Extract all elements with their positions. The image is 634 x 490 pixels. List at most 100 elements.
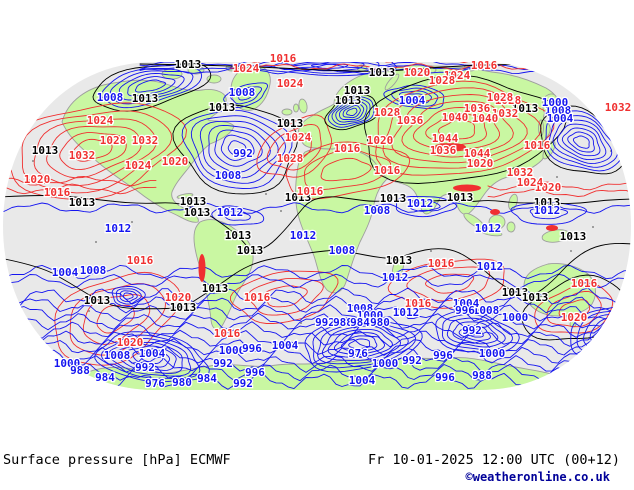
- isobar-ring-southern-low-2: [322, 325, 401, 361]
- isobar-label: 1013: [170, 301, 197, 314]
- isobar-label: 996: [435, 371, 455, 384]
- isobar-label: 1012: [475, 222, 502, 235]
- dense-contour-spot: [546, 225, 558, 231]
- isobar-label: 1020: [165, 291, 192, 304]
- isobar-label: 1000: [54, 357, 81, 370]
- isobar-label: 1008: [80, 264, 107, 277]
- isobar-label: 1013: [502, 286, 529, 299]
- isobar-band-southern-ocean-band: [3, 304, 631, 322]
- isobar-label: 1013: [386, 254, 413, 267]
- isobar-ring-npacific-high: [33, 118, 157, 187]
- isobar-ring-nwpacific-low: [556, 123, 607, 161]
- isobar-label: 1012: [477, 260, 504, 273]
- copyright-notice: ©weatheronline.co.uk: [465, 470, 611, 484]
- isobar-ring-siberian-high: [391, 94, 528, 164]
- isobar-ring-southern-low-3: [441, 313, 513, 351]
- isobar-ring-siberian-high: [382, 87, 542, 169]
- isobar-ring-sindian-high: [406, 266, 491, 302]
- isobar-label: 1000: [542, 96, 569, 109]
- isobar-band-southern-ocean-band: [3, 363, 631, 382]
- isobar-label: 1020: [404, 66, 431, 79]
- isobar-label: 1013: [84, 294, 111, 307]
- isobar-ring-baffin-low: [237, 89, 256, 101]
- isobar-label: 1028: [374, 106, 401, 119]
- isobar-band-southern-ocean-band: [3, 355, 631, 373]
- isobar-label: 992: [135, 361, 155, 374]
- isobar-band-southern-ocean-band: [3, 312, 631, 331]
- isobar-label: 1016: [405, 297, 432, 310]
- isobar-ring-southern-low-1: [94, 331, 210, 383]
- isobar-label: 1020: [367, 134, 394, 147]
- isobar-label: 1004: [547, 112, 574, 125]
- isobar-band-subantarctic-band: [3, 273, 631, 289]
- isobar-band-southern-ocean-band: [3, 329, 631, 348]
- islet: [131, 221, 133, 223]
- isobar-ring-natlantic-ridge: [266, 123, 322, 171]
- isobar-ring-nwpacific-low: [561, 127, 601, 157]
- isobar-label: 1016: [471, 59, 498, 72]
- islet: [265, 193, 267, 195]
- isobar-label: 996: [242, 342, 262, 355]
- isobar-label: 996: [433, 349, 453, 362]
- isobar-label: 1044: [432, 132, 459, 145]
- isobar-ring-southern-low-1: [100, 334, 201, 379]
- sulawesi: [506, 221, 516, 233]
- isobar-ring-iceland-low: [199, 120, 279, 179]
- isobar-label: 1028: [429, 74, 456, 87]
- isobar-ring-scandinavia-low: [339, 102, 365, 121]
- islet: [32, 160, 34, 162]
- isobar-ring-baffin-low: [223, 82, 269, 108]
- isobar-ring-npacific-high: [72, 138, 113, 162]
- isobar-label: 1016: [214, 327, 241, 340]
- isobar-label: 996: [455, 304, 475, 317]
- isobar-label: 1016: [297, 185, 324, 198]
- isobar-ring-kara-low: [406, 93, 426, 102]
- isobar-ring-kara-low: [398, 90, 432, 105]
- isobar-band-npacific-ridge-lines: [3, 175, 157, 187]
- isobar-label: 1004: [139, 347, 166, 360]
- isobar-label: 1024: [87, 114, 114, 127]
- isobar-ring-iceland-low: [220, 134, 255, 161]
- islet: [300, 322, 302, 324]
- isobar-label: 988: [472, 369, 492, 382]
- iceland: [281, 108, 293, 116]
- isobar-label: 1008: [364, 204, 391, 217]
- isobar-label: 1013: [335, 94, 362, 107]
- isobar-ring-southern-low-1: [124, 345, 177, 371]
- isobar-ring-southern-low-2: [312, 319, 417, 369]
- java: [481, 229, 503, 237]
- britain: [298, 98, 308, 114]
- isobar-label: 1036: [397, 114, 424, 127]
- isobar-label: 1013: [522, 291, 549, 304]
- isobar-label: 1000: [502, 311, 529, 324]
- isobar-ring-npacific-high: [59, 132, 127, 171]
- isobar-ring-scandinavia-low: [327, 95, 375, 128]
- isobar-label: 1000: [219, 344, 246, 357]
- isobar-label: 1013: [447, 191, 474, 204]
- isobar-curve-equatorial-1013: [3, 195, 631, 251]
- isobar-ring-arctic-low: [273, 62, 380, 74]
- hispaniola: [191, 196, 201, 202]
- isobar-ring-scandinavia-low: [335, 100, 368, 123]
- islet: [280, 210, 282, 212]
- islet: [88, 310, 90, 312]
- isobar-label: 984: [95, 371, 115, 384]
- isobar-ring-sepacific-high: [96, 304, 135, 334]
- dense-contour-spot: [198, 254, 206, 282]
- isobar-label: 1013: [209, 101, 236, 114]
- isobar-label: 992: [233, 377, 253, 390]
- isobar-label: 1013: [512, 102, 539, 115]
- isobar-label: 1032: [69, 149, 96, 162]
- isobar-ring-nwpacific-low: [567, 131, 595, 153]
- isobar-label: 1013: [534, 196, 561, 209]
- isobar-ring-sepacific-small-low: [119, 290, 138, 303]
- isobar-label: 1012: [534, 204, 561, 217]
- isobar-label: 988: [333, 316, 353, 329]
- isobar-ring-southern-low-4: [603, 325, 622, 339]
- isobar-label: 1032: [605, 101, 632, 114]
- arctic-island: [206, 74, 222, 84]
- isobar-ring-kara-low: [391, 87, 439, 107]
- isobar-label: 1024: [233, 62, 260, 75]
- isobar-band-southern-ocean-band: [3, 338, 631, 356]
